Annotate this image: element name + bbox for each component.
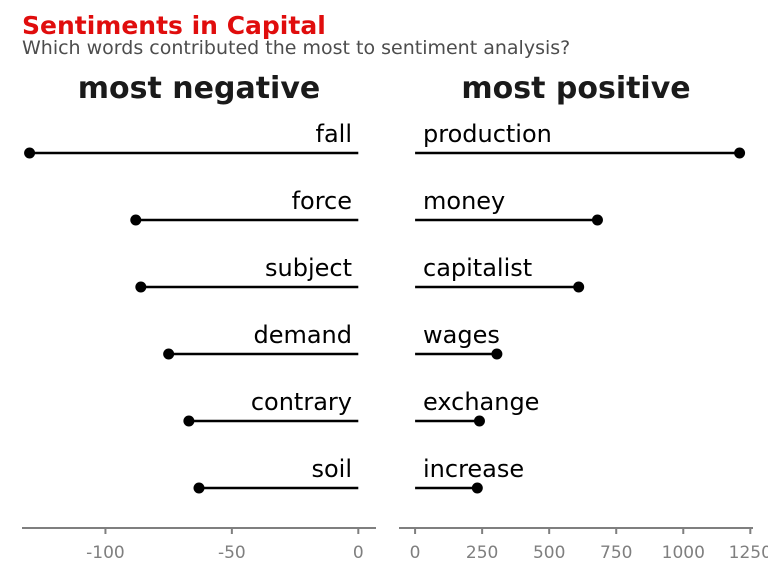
x-tick-label: -100: [86, 543, 125, 563]
chart-title: Sentiments in Capital: [22, 11, 326, 40]
x-tick-label: 250: [466, 543, 498, 563]
word-label: money: [423, 187, 505, 215]
lollipop-point: [491, 348, 503, 360]
chart-subtitle: Which words contributed the most to sent…: [22, 37, 571, 59]
lollipop-point: [473, 415, 485, 427]
lollipop-point: [163, 348, 175, 360]
x-tick-label: 0: [410, 543, 421, 563]
word-label: contrary: [251, 388, 352, 416]
x-tick-label: 1000: [662, 543, 705, 563]
facet-title-0: most negative: [78, 71, 320, 106]
x-tick-label: 500: [533, 543, 565, 563]
lollipop-point: [573, 281, 585, 293]
x-tick-label: 1250: [729, 543, 768, 563]
lollipop-point: [591, 214, 603, 226]
lollipop-point: [471, 482, 483, 494]
word-label: capitalist: [423, 254, 532, 282]
x-tick-label: -50: [218, 543, 246, 563]
x-tick-label: 750: [600, 543, 632, 563]
lollipop-point: [734, 147, 746, 159]
word-label: soil: [311, 455, 352, 483]
word-label: wages: [423, 321, 500, 349]
word-label: exchange: [423, 388, 539, 416]
lollipop-point: [130, 214, 142, 226]
word-label: force: [292, 187, 352, 215]
lollipop-point: [183, 415, 195, 427]
lollipop-point: [193, 482, 205, 494]
word-label: demand: [253, 321, 352, 349]
word-label: increase: [423, 455, 524, 483]
lollipop-point: [135, 281, 147, 293]
word-label: production: [423, 120, 552, 148]
word-label: fall: [316, 120, 353, 148]
lollipop-point: [24, 147, 36, 159]
x-tick-label: 0: [353, 543, 364, 563]
facet-title-1: most positive: [461, 71, 690, 106]
word-label: subject: [265, 254, 352, 282]
